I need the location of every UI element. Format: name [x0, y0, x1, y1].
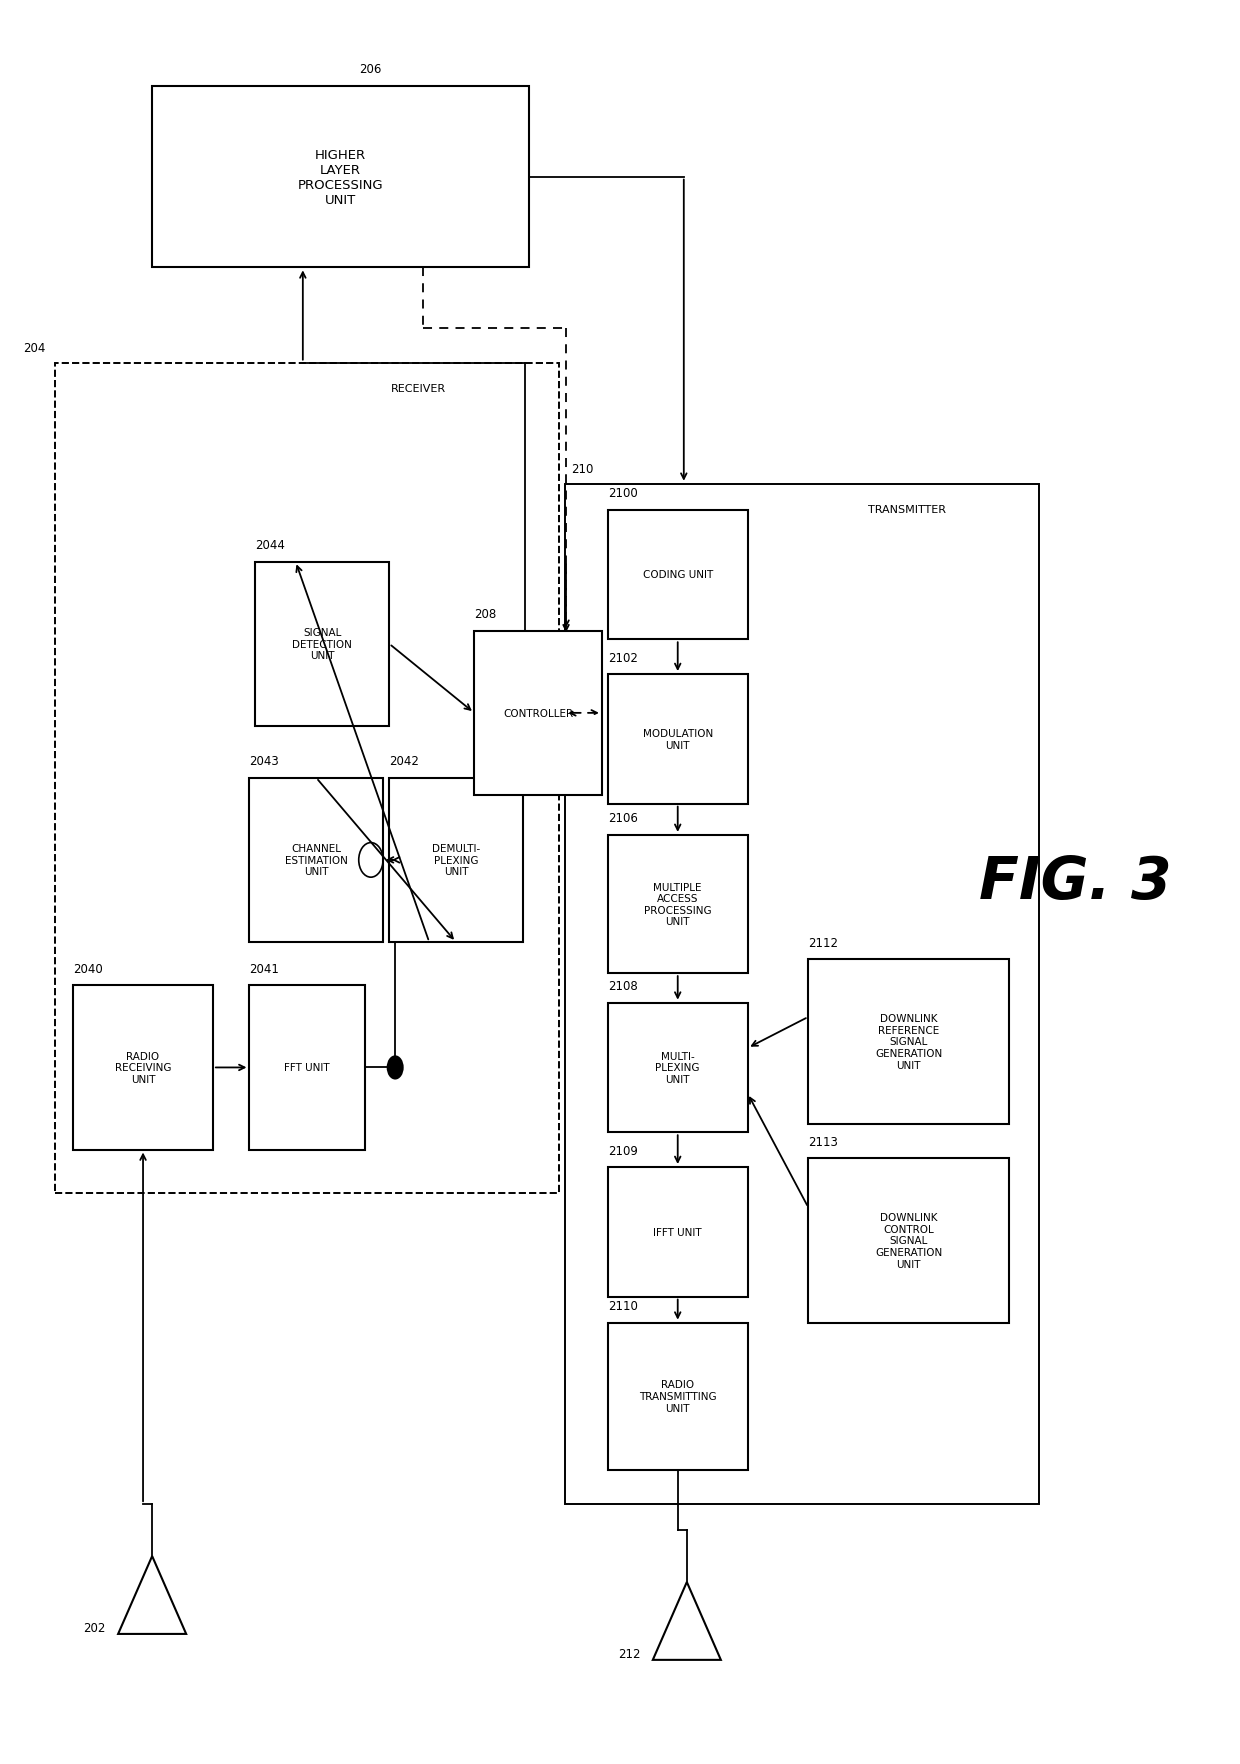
Text: MULTIPLE
ACCESS
PROCESSING
UNIT: MULTIPLE ACCESS PROCESSING UNIT	[644, 882, 712, 926]
FancyBboxPatch shape	[55, 363, 559, 1192]
Text: 212: 212	[619, 1648, 641, 1660]
Text: HIGHER
LAYER
PROCESSING
UNIT: HIGHER LAYER PROCESSING UNIT	[298, 148, 383, 206]
Circle shape	[387, 1055, 404, 1080]
Text: 2110: 2110	[608, 1300, 637, 1312]
FancyBboxPatch shape	[389, 778, 523, 942]
FancyBboxPatch shape	[808, 1159, 1009, 1323]
Text: 206: 206	[360, 64, 382, 76]
Text: 204: 204	[22, 342, 45, 355]
Text: 2040: 2040	[73, 963, 103, 975]
Text: DEMULTI-
PLEXING
UNIT: DEMULTI- PLEXING UNIT	[432, 843, 480, 877]
Text: RADIO
RECEIVING
UNIT: RADIO RECEIVING UNIT	[115, 1051, 171, 1085]
Text: TRANSMITTER: TRANSMITTER	[868, 505, 946, 515]
Text: CHANNEL
ESTIMATION
UNIT: CHANNEL ESTIMATION UNIT	[285, 843, 347, 877]
FancyBboxPatch shape	[608, 674, 748, 804]
FancyBboxPatch shape	[73, 986, 213, 1150]
FancyBboxPatch shape	[808, 960, 1009, 1124]
Text: 2102: 2102	[608, 651, 637, 665]
Text: DOWNLINK
REFERENCE
SIGNAL
GENERATION
UNIT: DOWNLINK REFERENCE SIGNAL GENERATION UNI…	[875, 1014, 942, 1071]
Text: FFT UNIT: FFT UNIT	[284, 1064, 330, 1073]
Text: DOWNLINK
CONTROL
SIGNAL
GENERATION
UNIT: DOWNLINK CONTROL SIGNAL GENERATION UNIT	[875, 1212, 942, 1268]
FancyBboxPatch shape	[608, 1168, 748, 1297]
Text: FIG. 3: FIG. 3	[980, 854, 1172, 910]
FancyBboxPatch shape	[249, 986, 365, 1150]
Text: 2100: 2100	[608, 487, 637, 499]
FancyBboxPatch shape	[249, 778, 383, 942]
Text: 2109: 2109	[608, 1143, 637, 1157]
Text: 2042: 2042	[389, 755, 419, 767]
FancyBboxPatch shape	[255, 563, 389, 727]
FancyBboxPatch shape	[153, 86, 528, 268]
Text: 2041: 2041	[249, 963, 279, 975]
Text: MODULATION
UNIT: MODULATION UNIT	[642, 729, 713, 750]
FancyBboxPatch shape	[608, 836, 748, 974]
Text: 2043: 2043	[249, 755, 279, 767]
Text: 2113: 2113	[808, 1136, 838, 1148]
Text: 210: 210	[572, 462, 594, 476]
Text: 208: 208	[474, 609, 496, 621]
FancyBboxPatch shape	[608, 1323, 748, 1469]
Text: 2106: 2106	[608, 811, 637, 826]
Text: SIGNAL
DETECTION
UNIT: SIGNAL DETECTION UNIT	[293, 628, 352, 662]
Text: RECEIVER: RECEIVER	[391, 385, 445, 393]
Text: CODING UNIT: CODING UNIT	[642, 570, 713, 580]
Text: 202: 202	[83, 1621, 105, 1633]
FancyBboxPatch shape	[608, 1004, 748, 1132]
FancyBboxPatch shape	[474, 632, 601, 796]
Text: IFFT UNIT: IFFT UNIT	[653, 1228, 702, 1237]
Text: CONTROLLER: CONTROLLER	[503, 709, 573, 718]
FancyBboxPatch shape	[565, 485, 1039, 1505]
Text: RADIO
TRANSMITTING
UNIT: RADIO TRANSMITTING UNIT	[639, 1379, 717, 1413]
Text: 2108: 2108	[608, 979, 637, 993]
Text: MULTI-
PLEXING
UNIT: MULTI- PLEXING UNIT	[656, 1051, 699, 1085]
Text: 2044: 2044	[255, 538, 285, 552]
Text: 2112: 2112	[808, 937, 838, 949]
FancyBboxPatch shape	[608, 510, 748, 640]
